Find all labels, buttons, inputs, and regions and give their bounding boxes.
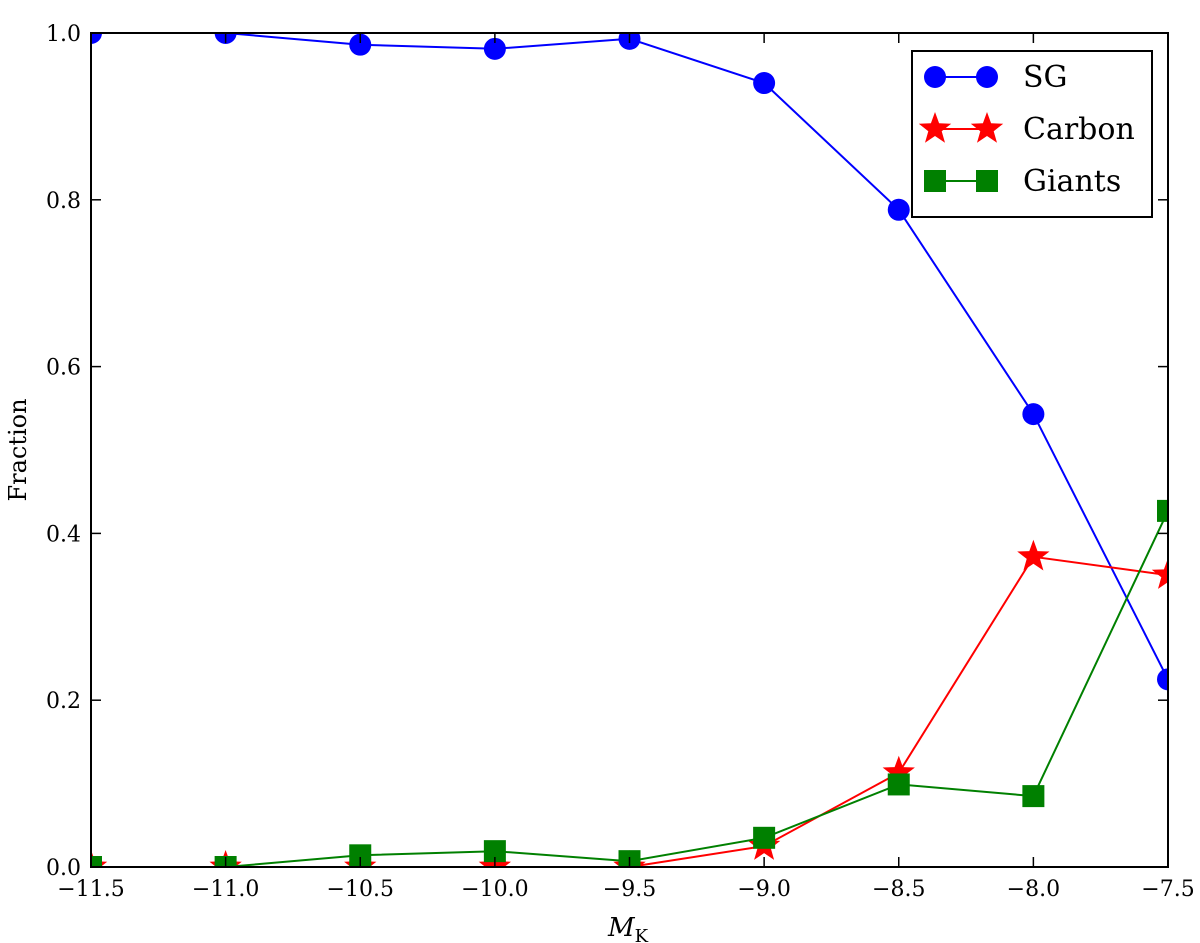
data-point-carbon [1151, 558, 1168, 589]
y-tick-label: 0.0 [46, 856, 81, 881]
data-point-carbon [1017, 539, 1050, 571]
data-point-sg [1157, 668, 1168, 691]
series-carbon [91, 539, 1168, 867]
x-tick-label: −11.5 [57, 877, 124, 902]
x-axis-label-main: M [607, 913, 636, 943]
plot-frame [90, 32, 1169, 868]
x-axis-label-subscript: K [635, 926, 649, 943]
y-tick-label: 0.4 [46, 522, 81, 547]
x-tick-label: −10.0 [461, 877, 528, 902]
y-tick-label: 1.0 [46, 22, 81, 47]
ticks-layer: −11.5 −11.0 −10.5 −10.0 −9.5 −9.0 −8.5 −8.0 −7.5… [46, 22, 1195, 902]
y-tick-label: 0.8 [46, 189, 81, 214]
data-point-giants [753, 826, 776, 849]
legend-label: Giants [1023, 164, 1121, 199]
data-point-sg [1022, 403, 1045, 426]
legend-entry-giants: Giants [924, 164, 1121, 199]
x-tick-label: −8.5 [872, 877, 925, 902]
legend-marker [976, 170, 998, 192]
legend-box [911, 50, 1153, 218]
x-tick-label: −9.0 [737, 877, 790, 902]
legend-marker [970, 112, 1004, 143]
legend-label: SG [1023, 60, 1068, 95]
data-point-giants [91, 856, 102, 867]
data-point-carbon [882, 755, 915, 787]
legend: SG Carbon Giants [911, 50, 1153, 218]
y-tick-label: 0.6 [46, 356, 81, 381]
x-axis-label: MK [607, 913, 649, 943]
legend-marker [924, 170, 946, 192]
data-point-giants [1157, 499, 1168, 522]
series-giants [91, 499, 1168, 867]
data-point-sg [349, 33, 372, 56]
legend-entry-carbon: Carbon [918, 112, 1135, 147]
x-tick-label: −8.0 [1007, 877, 1060, 902]
legend-marker [976, 66, 998, 88]
x-tick-label: −11.0 [192, 877, 259, 902]
data-point-sg [887, 198, 910, 221]
legend-marker [924, 66, 946, 88]
legend-label: Carbon [1023, 112, 1135, 147]
data-point-giants [1022, 785, 1045, 808]
data-point-sg [753, 72, 776, 95]
data-point-giants [887, 773, 910, 796]
x-tick-label: −10.5 [327, 877, 394, 902]
legend-marker [918, 112, 952, 143]
legend-entry-sg: SG [924, 60, 1068, 95]
x-tick-label: −7.5 [1141, 877, 1194, 902]
data-point-giants [349, 844, 372, 867]
y-axis-label: Fraction [4, 398, 32, 501]
data-point-giants [483, 840, 506, 863]
data-point-sg [483, 37, 506, 60]
series-line-carbon [91, 555, 1168, 867]
series-line-giants [91, 510, 1168, 867]
data-point-sg [91, 33, 102, 44]
x-tick-label: −9.5 [603, 877, 656, 902]
y-tick-label: 0.2 [46, 689, 81, 714]
